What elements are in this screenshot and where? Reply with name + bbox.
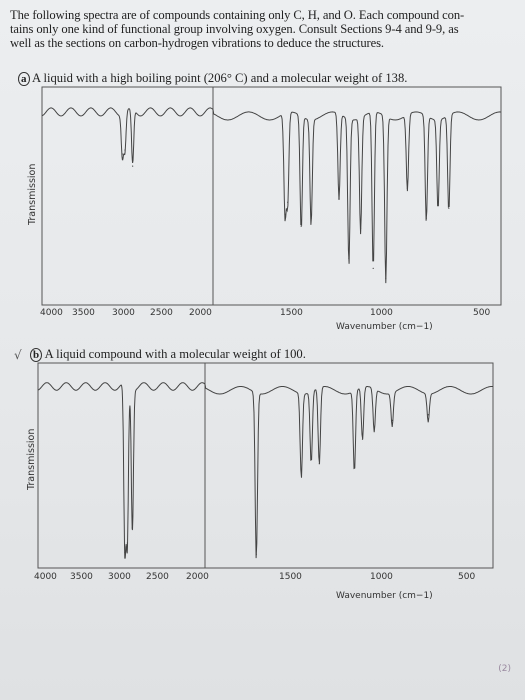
spectrum-a-peak-690 xyxy=(448,207,450,209)
spectrum-a-peak-920 xyxy=(406,187,408,189)
spectrum-a-tick-4000: 4000 xyxy=(40,308,63,318)
spectrum-b-xlabel: Wavenumber (cm−1) xyxy=(336,591,433,601)
spectrum-b-peak-960 xyxy=(391,419,393,421)
checkmark: √ xyxy=(14,348,22,362)
spectrum-b-peak-1170 xyxy=(353,466,355,469)
spectrum-b-tick-1500: 1500 xyxy=(279,572,302,582)
spectrum-a-peak-1300 xyxy=(338,197,340,199)
spectrum-a-tick-1500: 1500 xyxy=(280,308,303,318)
intro-line-3: well as the sections on carbon-hydrogen … xyxy=(10,36,384,50)
question-a-label: a xyxy=(18,72,30,86)
spectrum-a-peak-815 xyxy=(425,217,427,219)
spectrum-b-tick-2000: 2000 xyxy=(186,572,209,582)
spectrum-b-peak-1715 xyxy=(255,553,257,555)
spectrum-a-peak-1455 xyxy=(310,217,312,219)
page-number: (2) xyxy=(498,664,511,674)
spectrum-b-ylabel: Transmission xyxy=(26,428,37,490)
spectrum-b-peak-1365 xyxy=(318,463,320,465)
spectrum-b-tick-500: 500 xyxy=(458,572,476,582)
spectrum-a-frame xyxy=(41,86,502,306)
question-b: b A liquid compound with a molecular wei… xyxy=(30,347,306,362)
spectrum-a-trace xyxy=(41,107,501,284)
spectrum-a-peak-3030 xyxy=(124,149,126,151)
spectrum-a-tick-500: 500 xyxy=(473,308,491,318)
spectrum-b-peak-1410 xyxy=(310,457,312,459)
spectrum-b-tick-2500: 2500 xyxy=(146,572,169,582)
spectrum-a-peak-3060 xyxy=(121,153,123,155)
spectrum-a-tick-2500: 2500 xyxy=(150,308,173,318)
spectrum-a-tick-1000: 1000 xyxy=(370,308,393,318)
spectrum-b-peak-2930 xyxy=(126,542,128,544)
spectrum-a-tick-2000: 2000 xyxy=(189,308,212,318)
spectrum-a-xlabel: Wavenumber (cm−1) xyxy=(336,322,433,332)
spectrum-a-peak-1180 xyxy=(360,227,362,229)
spectrum-b-peak-2870 xyxy=(131,527,133,529)
spectrum-a-peak-1510 xyxy=(300,225,302,227)
spectrum-b-peak-2960 xyxy=(124,551,126,554)
question-a: a A liquid with a high boiling point (20… xyxy=(18,71,407,86)
question-b-text: A liquid compound with a molecular weigh… xyxy=(44,347,306,361)
spectrum-a-peak-1040 xyxy=(385,277,387,280)
spectrum-a-peak-1110 xyxy=(372,267,374,269)
spectrum-a-tick-3000: 3000 xyxy=(112,308,135,318)
spectrum-a-peak-1600 xyxy=(284,213,286,215)
question-a-text: A liquid with a high boiling point (206°… xyxy=(31,71,408,85)
spectrum-a-peak-750 xyxy=(437,201,439,203)
spectrum-b-frame xyxy=(37,362,494,569)
spectrum-b-peak-1125 xyxy=(361,438,364,440)
intro-line-1: The following spectra are of compounds c… xyxy=(10,8,465,22)
spectrum-b-tick-4000: 4000 xyxy=(34,572,57,582)
spectrum-a-peak-2940 xyxy=(132,165,134,167)
intro-paragraph: The following spectra are of compounds c… xyxy=(10,8,515,50)
spectrum-a-peak-1585 xyxy=(287,201,289,203)
question-b-label: b xyxy=(30,348,43,362)
spectrum-a-tick-3500: 3500 xyxy=(72,308,95,318)
spectrum-b-peak-1465 xyxy=(300,470,302,472)
spectrum-b-trace xyxy=(37,382,493,559)
spectrum-b-tick-1000: 1000 xyxy=(370,572,393,582)
spectrum-b-tick-3500: 3500 xyxy=(70,572,93,582)
spectrum-b-peak-1060 xyxy=(373,429,375,431)
intro-line-2: tains only one kind of functional group … xyxy=(10,22,459,36)
spectrum-b-peak-760 xyxy=(427,414,429,416)
spectrum-b-tick-3000: 3000 xyxy=(108,572,131,582)
spectrum-a-peak-1245 xyxy=(348,257,350,259)
